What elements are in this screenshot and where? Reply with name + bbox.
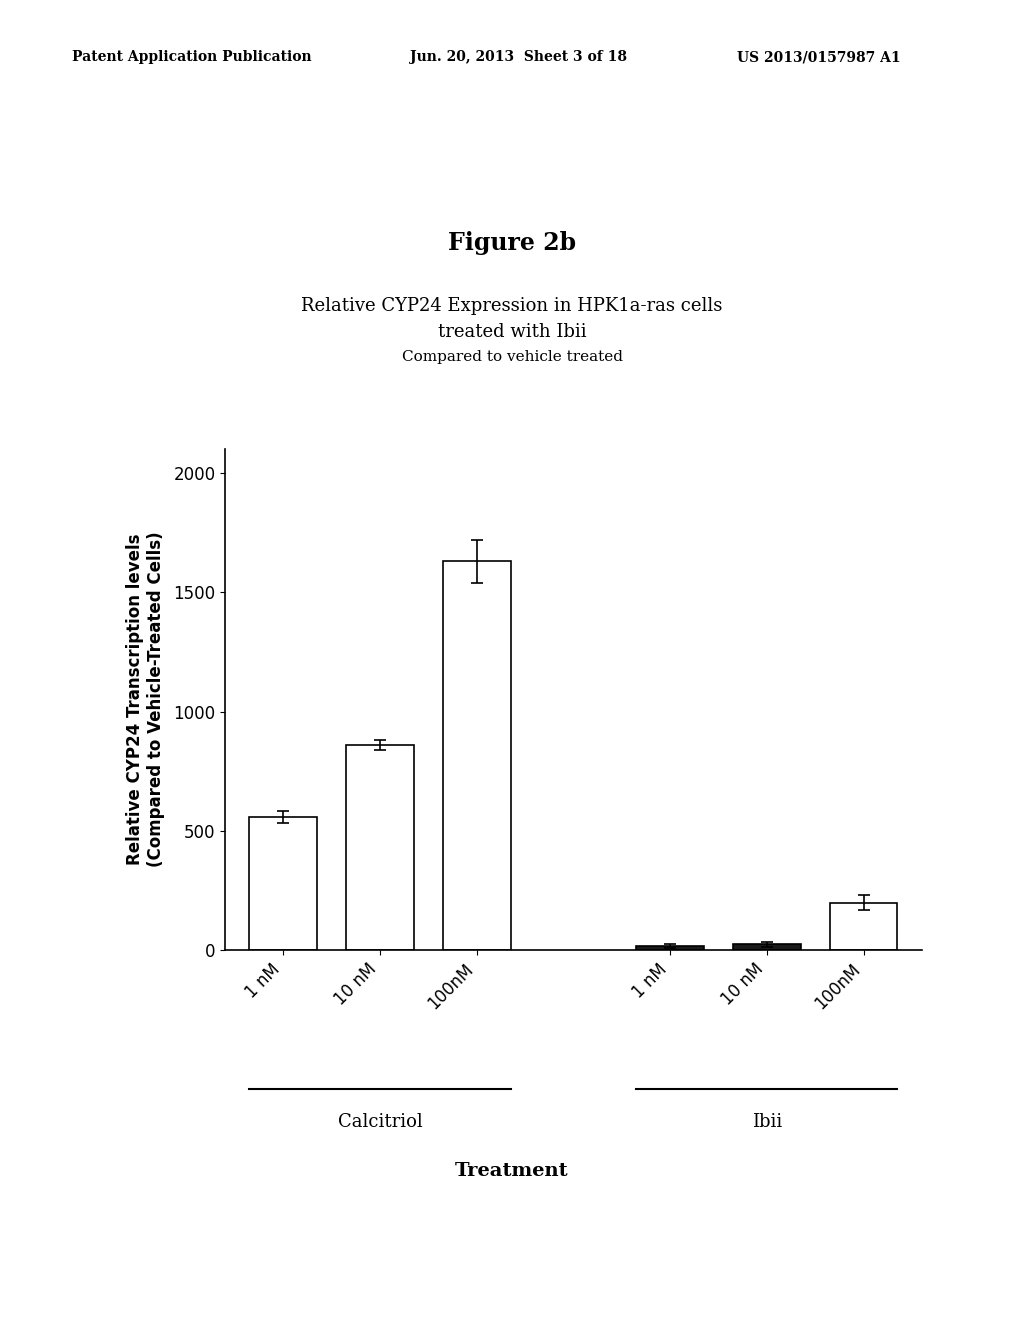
Text: Jun. 20, 2013  Sheet 3 of 18: Jun. 20, 2013 Sheet 3 of 18 bbox=[410, 50, 627, 65]
Bar bbox=[829, 903, 897, 950]
Text: Figure 2b: Figure 2b bbox=[447, 231, 577, 255]
Text: Patent Application Publication: Patent Application Publication bbox=[72, 50, 311, 65]
Bar bbox=[442, 561, 511, 950]
Text: Compared to vehicle treated: Compared to vehicle treated bbox=[401, 350, 623, 364]
Y-axis label: Relative CYP24 Transcription levels
(Compared to Vehicle-Treated Cells): Relative CYP24 Transcription levels (Com… bbox=[126, 532, 165, 867]
Text: Treatment: Treatment bbox=[456, 1162, 568, 1180]
Text: US 2013/0157987 A1: US 2013/0157987 A1 bbox=[737, 50, 901, 65]
Bar bbox=[250, 817, 317, 950]
Text: Calcitriol: Calcitriol bbox=[338, 1113, 422, 1131]
Bar bbox=[346, 744, 414, 950]
Text: Ibii: Ibii bbox=[752, 1113, 782, 1131]
Bar bbox=[636, 945, 705, 950]
Bar bbox=[733, 944, 801, 950]
Text: treated with Ibii: treated with Ibii bbox=[437, 323, 587, 342]
Text: Relative CYP24 Expression in HPK1a-ras cells: Relative CYP24 Expression in HPK1a-ras c… bbox=[301, 297, 723, 315]
